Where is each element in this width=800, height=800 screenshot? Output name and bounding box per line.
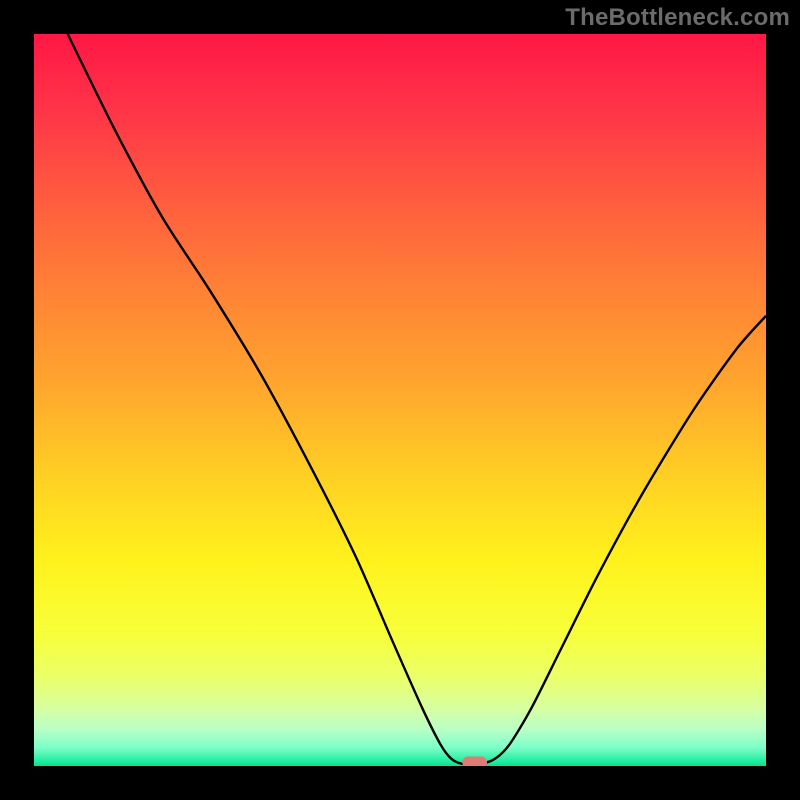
chart-container: TheBottleneck.com (0, 0, 800, 800)
bottleneck-chart (0, 0, 800, 800)
